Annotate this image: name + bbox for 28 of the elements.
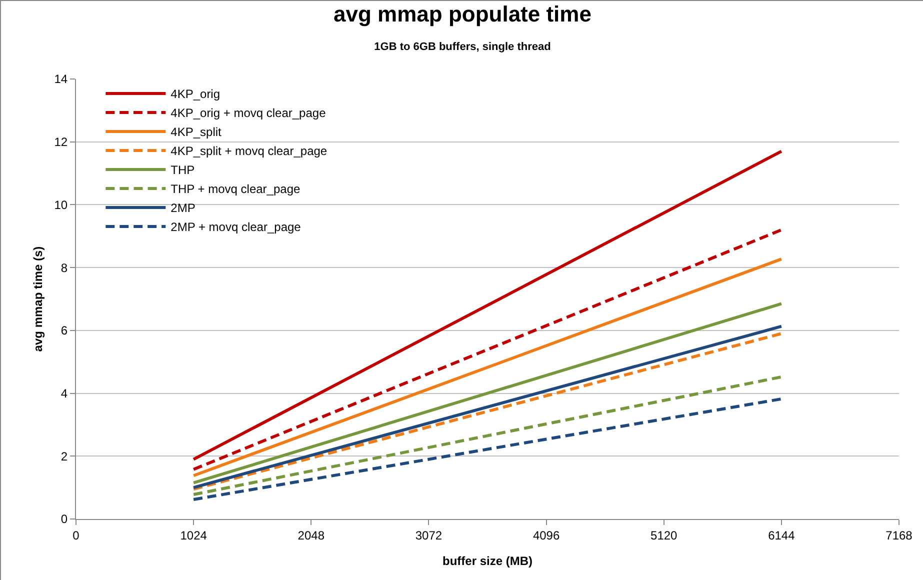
y-tick-label: 10 (54, 198, 68, 212)
y-tick-label: 14 (54, 72, 68, 86)
y-tick-label: 2 (60, 449, 68, 464)
x-tick-label: 3072 (415, 528, 442, 542)
chart-subtitle: 1GB to 6GB buffers, single thread (374, 40, 551, 53)
legend-label: 2MP (170, 201, 196, 216)
y-tick-label: 8 (60, 260, 68, 275)
x-tick-label: 2048 (298, 528, 325, 542)
y-tick-label: 12 (54, 135, 68, 150)
chart-title: avg mmap populate time (334, 1, 592, 26)
x-tick-label: 1024 (180, 528, 208, 542)
x-tick-label: 7168 (886, 528, 913, 542)
x-tick-label: 5120 (650, 528, 678, 542)
y-tick-label: 4 (60, 386, 68, 400)
legend-label: 4KP_split + movq clear_page (170, 144, 328, 158)
x-tick-label: 6144 (768, 528, 796, 542)
legend-label: 2MP + movq clear_page (170, 220, 302, 234)
legend-label: THP (170, 163, 195, 178)
legend-label: THP + movq clear_page (170, 182, 300, 196)
x-tick-label: 0 (72, 528, 80, 542)
legend-label: 4KP_split (170, 125, 222, 140)
legend-label: 4KP_orig + movq clear_page (170, 106, 326, 120)
y-tick-label: 0 (60, 512, 68, 526)
x-axis-title: buffer size (MB) (442, 554, 533, 568)
y-tick-label: 6 (60, 324, 68, 338)
y-axis-title: avg mmap time (s) (31, 246, 45, 352)
x-tick-label: 4096 (532, 528, 560, 542)
legend-label: 4KP_orig (170, 87, 220, 102)
